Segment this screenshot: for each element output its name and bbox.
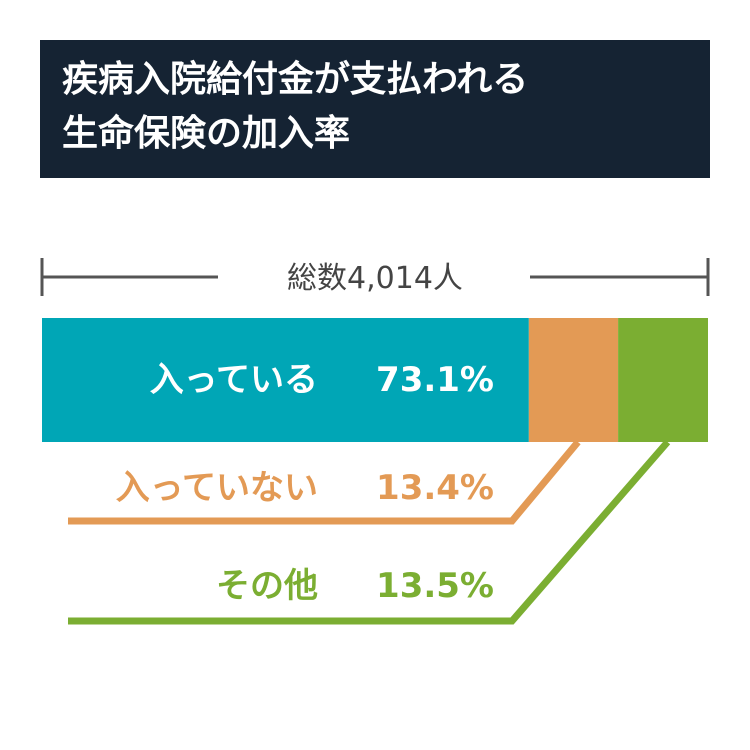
chart-title-line-2: 生命保険の加入率 bbox=[62, 113, 351, 154]
leader-line-other bbox=[68, 439, 671, 625]
value-label-other: 13.5% bbox=[376, 566, 494, 606]
leader-lines bbox=[68, 439, 671, 625]
bar-segments bbox=[42, 318, 708, 442]
chart-title-line-1: 疾病入院給付金が支払われる bbox=[62, 59, 529, 100]
label-other: その他 bbox=[216, 566, 318, 606]
label-not-joined: 入っていない bbox=[115, 468, 318, 508]
label-joined: 入っている bbox=[149, 360, 318, 400]
title-box: 疾病入院給付金が支払われる 生命保険の加入率 bbox=[40, 40, 710, 178]
total-count-label: 総数4,014人 bbox=[287, 261, 463, 296]
leader-line-not-joined bbox=[68, 439, 581, 525]
total-bracket bbox=[40, 258, 710, 296]
value-label-not-joined: 13.4% bbox=[376, 468, 494, 508]
bar-segment-other bbox=[618, 318, 708, 442]
bar-segment-not-joined bbox=[528, 318, 619, 442]
bar-segment-joined bbox=[42, 318, 529, 442]
value-label-joined: 73.1% bbox=[376, 360, 494, 400]
